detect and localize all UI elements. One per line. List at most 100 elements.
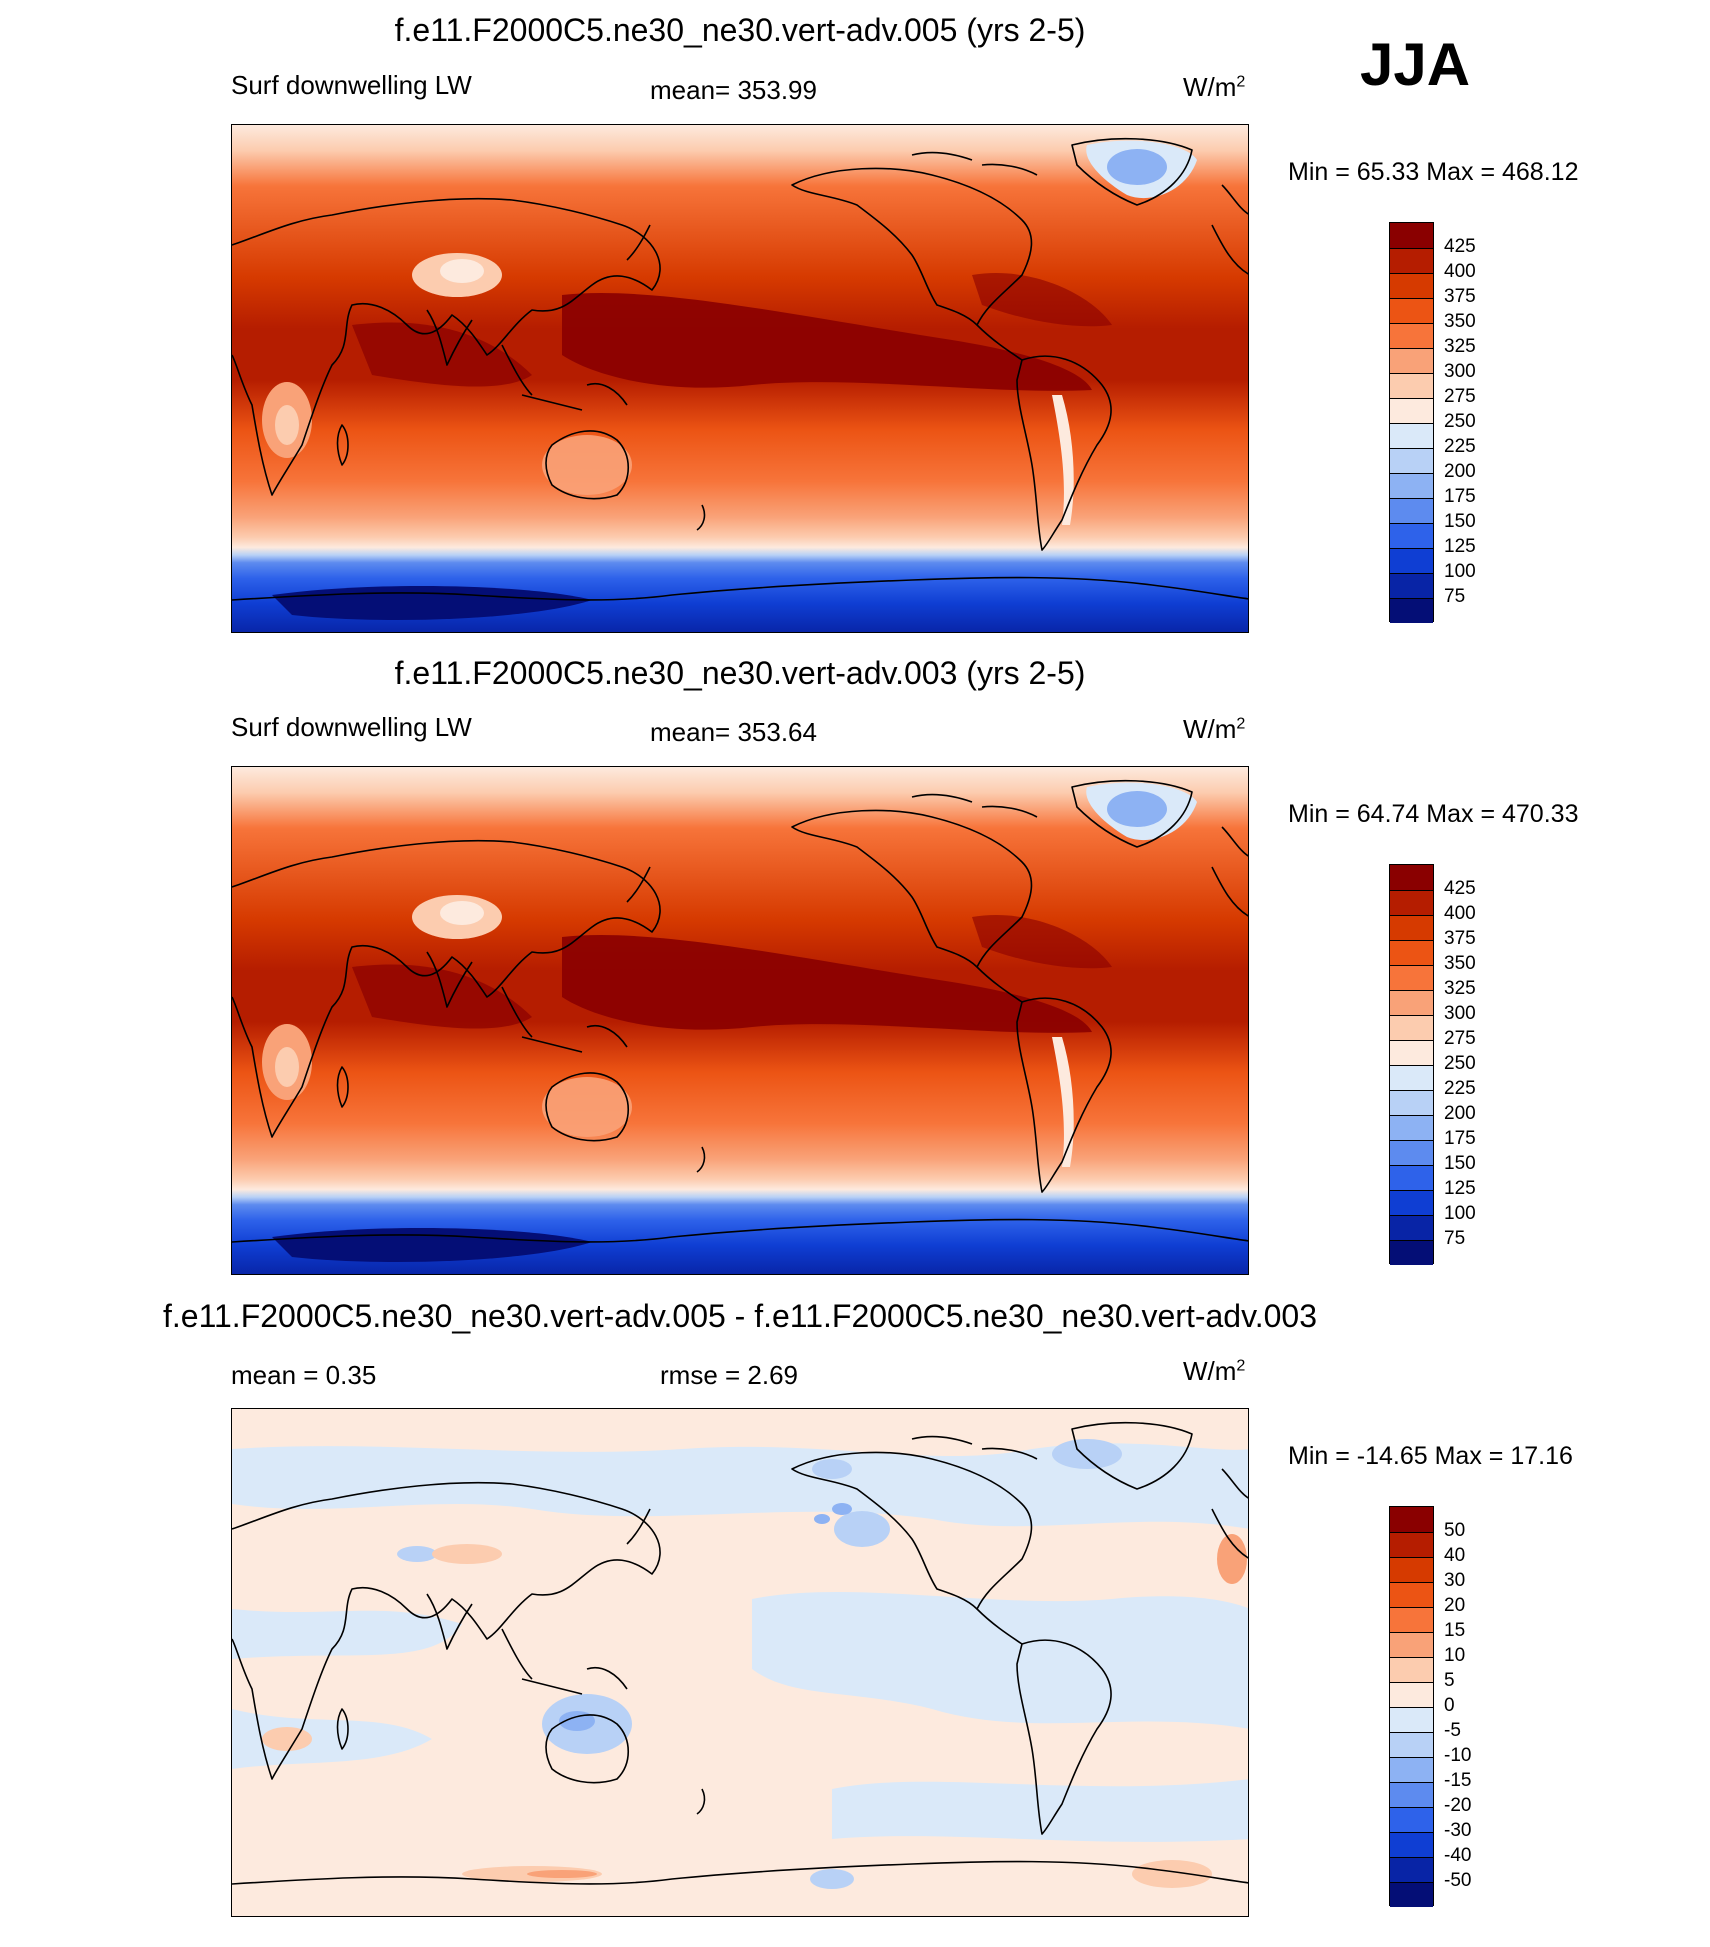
colorbar-swatch: [1390, 1190, 1433, 1215]
panel-3-colorbar: [1389, 1506, 1434, 1907]
colorbar-swatch: [1390, 323, 1433, 348]
panel-3-rmse-label: rmse = 2.69: [660, 1360, 799, 1390]
colorbar-swatch: [1390, 598, 1433, 623]
colorbar-tick-label: 15: [1444, 1620, 1466, 1641]
colorbar-swatch: [1390, 1632, 1433, 1657]
colorbar-swatch: [1390, 890, 1433, 915]
colorbar-tick-label: 125: [1444, 536, 1476, 557]
colorbar-tick-label: 5: [1444, 1670, 1455, 1691]
colorbar-tick-label: 400: [1444, 261, 1476, 282]
colorbar-swatch: [1390, 223, 1433, 248]
colorbar-swatch: [1390, 1532, 1433, 1557]
colorbar-tick-label: 175: [1444, 486, 1476, 507]
colorbar-swatch: [1390, 1015, 1433, 1040]
colorbar-swatch: [1390, 348, 1433, 373]
colorbar-swatch: [1390, 573, 1433, 598]
colorbar-tick-label: -5: [1444, 1720, 1461, 1741]
colorbar-swatch: [1390, 865, 1433, 890]
colorbar-tick-label: -30: [1444, 1820, 1472, 1841]
panel-3-min-max: Min = -14.65 Max = 17.16: [1288, 1442, 1573, 1470]
panel-1-min-max: Min = 65.33 Max = 468.12: [1288, 158, 1579, 186]
colorbar-tick-label: 275: [1444, 386, 1476, 407]
colorbar-tick-label: 20: [1444, 1595, 1466, 1616]
colorbar-swatch: [1390, 1857, 1433, 1882]
colorbar-swatch: [1390, 1557, 1433, 1582]
colorbar-tick-label: -40: [1444, 1845, 1472, 1866]
colorbar-swatch: [1390, 990, 1433, 1015]
colorbar-swatch: [1390, 1115, 1433, 1140]
colorbar-tick-label: 125: [1444, 1178, 1476, 1199]
colorbar-tick-label: 150: [1444, 1153, 1476, 1174]
panel-2-mean-label: mean= 353.64: [650, 717, 817, 747]
colorbar-tick-label: 425: [1444, 236, 1476, 257]
colorbar-swatch: [1390, 915, 1433, 940]
colorbar-swatch: [1390, 1657, 1433, 1682]
panel-3-units: W/m2: [1183, 1356, 1246, 1386]
colorbar-tick-label: 175: [1444, 1128, 1476, 1149]
colorbar-tick-label: 375: [1444, 286, 1476, 307]
panel-3-map: [231, 1408, 1249, 1917]
colorbar-tick-label: 10: [1444, 1645, 1466, 1666]
colorbar-tick-label: 400: [1444, 903, 1476, 924]
colorbar-swatch: [1390, 423, 1433, 448]
colorbar-swatch: [1390, 548, 1433, 573]
panel-2-colorbar: [1389, 864, 1434, 1265]
panel-1-variable-label: Surf downwelling LW: [231, 70, 472, 100]
panel-2-map: [231, 766, 1249, 1275]
colorbar-tick-label: -20: [1444, 1795, 1472, 1816]
colorbar-swatch: [1390, 1782, 1433, 1807]
panel-2-min-max: Min = 64.74 Max = 470.33: [1288, 800, 1579, 828]
colorbar-tick-label: 30: [1444, 1570, 1466, 1591]
colorbar-swatch: [1390, 1757, 1433, 1782]
colorbar-tick-label: -10: [1444, 1745, 1472, 1766]
colorbar-tick-label: 0: [1444, 1695, 1455, 1716]
colorbar-swatch: [1390, 398, 1433, 423]
colorbar-tick-label: 375: [1444, 928, 1476, 949]
colorbar-swatch: [1390, 1040, 1433, 1065]
colorbar-tick-label: 100: [1444, 561, 1476, 582]
colorbar-tick-label: 350: [1444, 311, 1476, 332]
colorbar-swatch: [1390, 248, 1433, 273]
colorbar-tick-label: 300: [1444, 1003, 1476, 1024]
colorbar-tick-label: 200: [1444, 1103, 1476, 1124]
colorbar-swatch: [1390, 448, 1433, 473]
colorbar-tick-label: 150: [1444, 511, 1476, 532]
colorbar-swatch: [1390, 1065, 1433, 1090]
panel-1-map: [231, 124, 1249, 633]
colorbar-tick-label: 75: [1444, 1228, 1466, 1249]
colorbar-swatch: [1390, 498, 1433, 523]
colorbar-tick-label: -50: [1444, 1870, 1472, 1891]
panel-3-title: f.e11.F2000C5.ne30_ne30.vert-adv.005 - f…: [163, 1298, 1317, 1334]
colorbar-tick-label: 40: [1444, 1545, 1466, 1566]
colorbar-swatch: [1390, 1807, 1433, 1832]
colorbar-swatch: [1390, 1240, 1433, 1265]
colorbar-tick-label: 325: [1444, 978, 1476, 999]
colorbar-swatch: [1390, 1707, 1433, 1732]
colorbar-swatch: [1390, 1607, 1433, 1632]
colorbar-tick-label: 425: [1444, 878, 1476, 899]
colorbar-swatch: [1390, 1215, 1433, 1240]
colorbar-tick-label: 100: [1444, 1203, 1476, 1224]
colorbar-tick-label: -15: [1444, 1770, 1472, 1791]
panel-3-mean-label: mean = 0.35: [231, 1360, 377, 1390]
colorbar-swatch: [1390, 473, 1433, 498]
colorbar-tick-label: 350: [1444, 953, 1476, 974]
colorbar-tick-label: 250: [1444, 1053, 1476, 1074]
colorbar-swatch: [1390, 1507, 1433, 1532]
colorbar-tick-label: 325: [1444, 336, 1476, 357]
panel-2-title: f.e11.F2000C5.ne30_ne30.vert-adv.003 (yr…: [394, 655, 1086, 691]
colorbar-swatch: [1390, 1682, 1433, 1707]
colorbar-swatch: [1390, 1582, 1433, 1607]
colorbar-tick-label: 300: [1444, 361, 1476, 382]
season-label: JJA: [1360, 31, 1471, 98]
panel-1-mean-label: mean= 353.99: [650, 75, 817, 105]
colorbar-tick-label: 200: [1444, 461, 1476, 482]
colorbar-swatch: [1390, 298, 1433, 323]
panel-2-units: W/m2: [1183, 714, 1246, 744]
colorbar-swatch: [1390, 1832, 1433, 1857]
colorbar-tick-label: 250: [1444, 411, 1476, 432]
colorbar-tick-label: 50: [1444, 1520, 1466, 1541]
panel-2-variable-label: Surf downwelling LW: [231, 712, 472, 742]
colorbar-tick-label: 275: [1444, 1028, 1476, 1049]
colorbar-swatch: [1390, 373, 1433, 398]
